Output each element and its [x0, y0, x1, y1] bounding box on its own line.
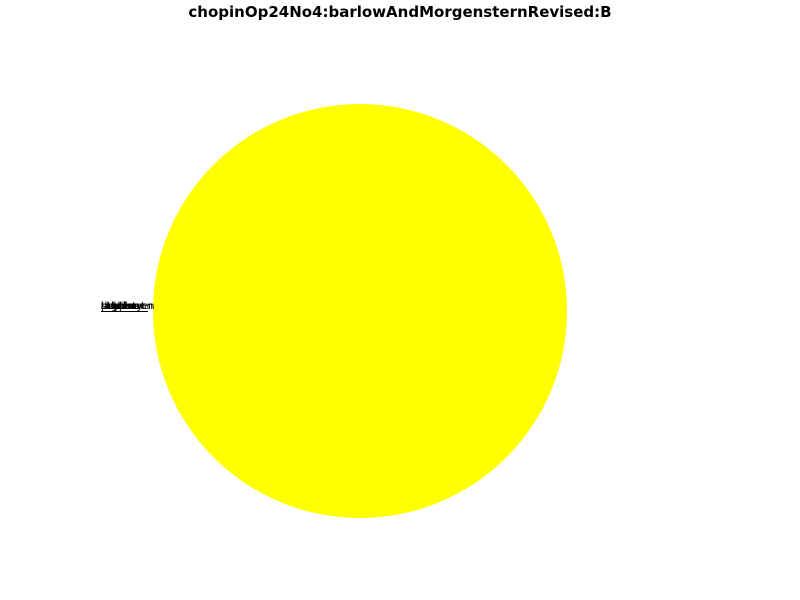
- slice-label-beethoven: beethoven: [101, 301, 154, 312]
- pie-slice-other: [153, 104, 567, 518]
- slice-label-pop: pop: [101, 301, 120, 312]
- slice-label-brahms: brahms: [101, 301, 139, 312]
- slice-label-mozart: mozart: [101, 301, 136, 312]
- slice-label-other: other: [101, 301, 129, 312]
- slice-label-schubert: schubert: [101, 301, 145, 312]
- slice-label-debussy: debussy: [101, 301, 143, 312]
- slice-label-haydn: haydn: [101, 301, 132, 312]
- slice-label-schumann: schumann: [101, 301, 153, 312]
- chart-title: chopinOp24No4:barlowAndMorgensternRevise…: [188, 3, 612, 21]
- slice-label-chopin: chopin: [101, 301, 134, 312]
- slice-label-bach: bach: [101, 301, 125, 312]
- slice-label-ragtime: ragtime: [101, 301, 140, 312]
